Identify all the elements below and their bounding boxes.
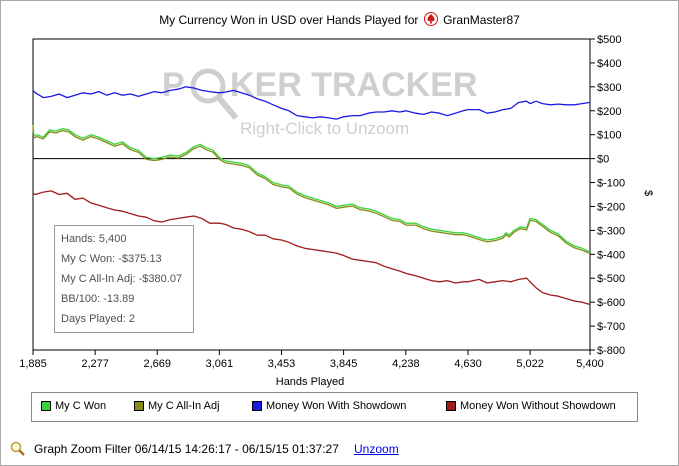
y-axis: $500 $400 $300 $200 $100 $0 $-100 $-200 $-300 $-4… <box>590 34 625 357</box>
series-line-money-won-with-showdown <box>32 86 591 120</box>
legend-label: Money Won With Showdown <box>266 400 407 412</box>
y-tick-label: $100 <box>597 130 621 142</box>
chart-title: My Currency Won in USD over Hands Played… <box>0 12 679 27</box>
stats-bb100: BB/100: -13.89 <box>61 293 135 305</box>
magnifier-icon <box>10 441 25 456</box>
magnifier-watermark-icon <box>190 68 239 120</box>
stats-hands: Hands: 5,400 <box>61 233 127 245</box>
y-tick-label: $-200 <box>597 201 625 213</box>
series-line-my-c-won <box>32 125 591 253</box>
x-axis-title: Hands Played <box>276 376 345 388</box>
series-line-money-won-without-showdown <box>32 190 591 306</box>
legend-label: Money Won Without Showdown <box>460 400 616 412</box>
y-tick-label: $-400 <box>597 249 625 261</box>
y-axis-title: $ <box>642 190 654 196</box>
x-tick-label: 4,630 <box>454 358 482 370</box>
unzoom-link[interactable]: Unzoom <box>354 442 399 456</box>
y-tick-label: $-500 <box>597 273 625 285</box>
pokertracker-watermark: P KER TRACKER Right-Click to Unzoom <box>162 66 477 138</box>
stats-allin: My C All-In Adj: -$380.07 <box>61 273 183 285</box>
x-tick-label: 2,277 <box>81 358 109 370</box>
x-tick-label: 4,238 <box>392 358 420 370</box>
y-tick-label: $300 <box>597 82 621 94</box>
y-tick-label: $0 <box>597 154 609 166</box>
x-tick-label: 3,845 <box>330 358 358 370</box>
legend-swatch <box>252 401 262 411</box>
zoom-filter-text: Graph Zoom Filter 06/14/15 14:26:17 - 06… <box>34 442 339 456</box>
x-tick-label: 5,022 <box>516 358 544 370</box>
y-tick-label: $200 <box>597 106 621 118</box>
legend-label: My C All-In Adj <box>148 400 220 412</box>
y-tick-label: $-300 <box>597 225 625 237</box>
chart-title-player: GranMaster87 <box>443 13 520 27</box>
x-tick-label: 1,885 <box>19 358 47 370</box>
series-layer <box>32 86 591 306</box>
y-tick-label: $-600 <box>597 297 625 309</box>
y-tick-label: $400 <box>597 58 621 70</box>
watermark-brand-right: KER TRACKER <box>230 66 477 104</box>
legend-swatch <box>41 401 51 411</box>
chart-title-prefix: My Currency Won in USD over Hands Played… <box>159 13 419 27</box>
stats-days: Days Played: 2 <box>61 313 135 325</box>
legend-swatch <box>446 401 456 411</box>
plot-area[interactable] <box>32 38 591 351</box>
y-tick-label: $-100 <box>597 178 625 190</box>
watermark-hint: Right-Click to Unzoom <box>240 119 409 138</box>
x-tick-label: 3,061 <box>206 358 234 370</box>
x-tick-label: 2,669 <box>143 358 171 370</box>
y-tick-label: $500 <box>597 34 621 46</box>
legend: My C Won My C All-In Adj Money Won With … <box>31 392 638 422</box>
y-tick-label: $-800 <box>597 345 625 357</box>
legend-label: My C Won <box>55 400 107 412</box>
pokerstars-spade-icon <box>423 12 438 26</box>
legend-swatch <box>134 401 144 411</box>
x-tick-label: 3,453 <box>268 358 296 370</box>
watermark-brand-left: P <box>162 66 185 104</box>
x-axis: 1,885 2,277 2,669 3,061 3,453 3,845 4,238 4,630… <box>19 350 604 370</box>
y-tick-label: $-700 <box>597 321 625 333</box>
stats-won: My C Won: -$375.13 <box>61 253 162 265</box>
x-tick-label: 5,400 <box>576 358 604 370</box>
series-line-my-c-all-in-adj <box>32 126 591 254</box>
stats-box: Hands: 5,400 My C Won: -$375.13 My C All… <box>54 225 194 333</box>
